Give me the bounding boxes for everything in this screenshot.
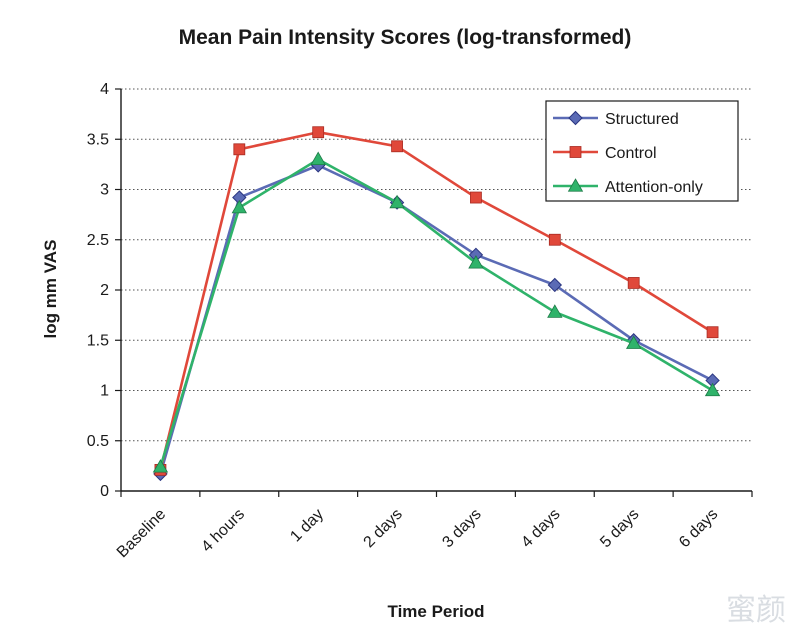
legend-label: Attention-only: [605, 179, 703, 196]
data-point: [231, 199, 248, 214]
legend-label: Control: [605, 145, 657, 162]
data-point: [152, 459, 169, 473]
axes: [115, 88, 753, 497]
y-tick-label: 2: [100, 282, 109, 299]
data-point: [312, 126, 325, 139]
series-line: [159, 130, 714, 471]
chart-title: Mean Pain Intensity Scores (log-transfor…: [179, 26, 632, 49]
y-tick-label: 0: [100, 483, 109, 500]
x-axis-title: Time Period: [388, 602, 485, 621]
y-tick-label: 1.5: [87, 332, 109, 349]
data-point: [547, 277, 563, 293]
watermark: 蜜颜: [726, 593, 786, 628]
y-tick-label: 3: [100, 182, 109, 199]
x-tick-label: 4 hours: [198, 506, 248, 556]
data-point: [706, 326, 719, 339]
data-point: [625, 335, 642, 349]
series-attention-only: [152, 151, 721, 473]
legend-label: Structured: [605, 111, 679, 128]
y-tick-label: 4: [100, 81, 109, 98]
y-tick-label: 2.5: [87, 232, 109, 249]
data-point: [627, 277, 640, 289]
data-point: [470, 191, 482, 204]
x-tick-label: 6 days: [676, 506, 721, 551]
series-line: [159, 158, 714, 468]
data-point: [704, 382, 721, 397]
series-group: [152, 126, 721, 482]
y-axis-title: log mm VAS: [41, 240, 60, 339]
x-tick-label: 5 days: [597, 506, 642, 551]
data-point: [389, 194, 405, 209]
data-point: [468, 255, 484, 269]
legend-marker: [568, 110, 583, 126]
legend-marker: [569, 146, 582, 158]
data-point: [547, 304, 563, 318]
x-tick-label: 3 days: [439, 506, 484, 551]
data-point: [310, 151, 326, 166]
x-tick-label: 1 day: [287, 506, 327, 546]
data-point: [233, 143, 246, 156]
series-line: [159, 164, 714, 475]
data-point: [548, 233, 561, 246]
x-tick-label: 4 days: [518, 506, 563, 551]
x-tick-labels: Baseline 4 hours 1 day 2 days 3 days 4 days 5 …: [114, 506, 722, 561]
legend-marker: [567, 178, 584, 192]
y-tick-label: 3.5: [87, 131, 109, 148]
x-tick-label: Baseline: [114, 506, 169, 561]
y-tick-label: 0.5: [87, 433, 109, 450]
y-tick-labels: 0 0.5 1 1.5 2 2.5 3 3.5 4: [87, 81, 109, 500]
legend: Structured Control Attention-only: [545, 100, 739, 202]
y-tick-label: 1: [100, 383, 109, 400]
x-tick-label: 2 days: [361, 506, 406, 551]
data-point: [391, 140, 403, 153]
